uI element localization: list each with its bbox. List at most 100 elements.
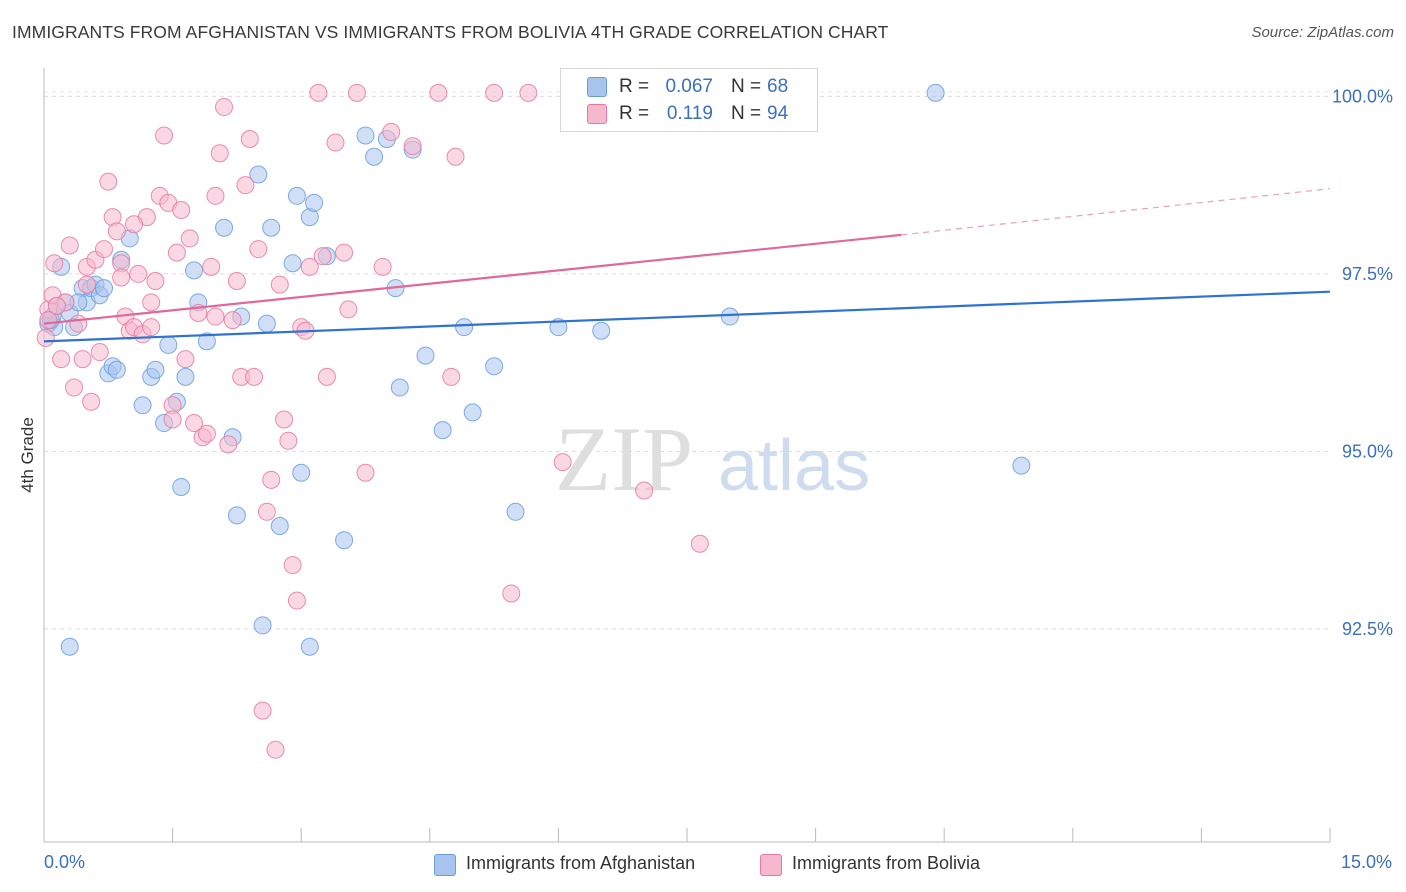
trend-lines bbox=[43, 188, 1331, 343]
data-point bbox=[270, 275, 289, 294]
trend-line bbox=[43, 290, 1331, 343]
x-tick-max: 15.0% bbox=[1340, 852, 1392, 872]
watermark: ZIP atlas bbox=[555, 408, 870, 510]
trend-line bbox=[43, 233, 902, 325]
data-point bbox=[283, 556, 302, 575]
data-point bbox=[202, 257, 221, 276]
data-point bbox=[129, 264, 148, 283]
data-point bbox=[90, 343, 109, 362]
y-tick-labels: 92.5% 95.0% 97.5% 100.0% bbox=[1332, 86, 1393, 639]
data-point bbox=[592, 321, 611, 340]
trend-line-extension bbox=[901, 188, 1331, 236]
data-point bbox=[300, 257, 319, 276]
data-point bbox=[146, 272, 165, 291]
data-point bbox=[197, 424, 216, 443]
data-point bbox=[125, 215, 144, 234]
n-label: N = bbox=[731, 76, 762, 97]
data-point bbox=[442, 367, 461, 386]
data-point bbox=[373, 257, 392, 276]
bolivia-swatch bbox=[760, 854, 782, 876]
data-point bbox=[163, 410, 182, 429]
data-point bbox=[142, 293, 161, 312]
data-point bbox=[47, 296, 66, 315]
data-point bbox=[446, 147, 465, 166]
data-point bbox=[339, 300, 358, 319]
data-point bbox=[403, 137, 422, 156]
y-tick-label: 95.0% bbox=[1342, 441, 1393, 461]
data-point bbox=[365, 147, 384, 166]
bolivia-swatch bbox=[587, 104, 607, 124]
r-value: 0.067 bbox=[665, 76, 713, 97]
data-point bbox=[185, 414, 204, 433]
data-point bbox=[180, 229, 199, 248]
data-point bbox=[219, 435, 238, 454]
watermark-atlas: atlas bbox=[718, 426, 870, 506]
y-tick-label: 100.0% bbox=[1332, 86, 1393, 106]
data-point bbox=[313, 247, 332, 266]
data-point bbox=[253, 701, 272, 720]
afghanistan-swatch bbox=[587, 77, 607, 97]
series-bolivia bbox=[36, 83, 804, 759]
series-legend: Immigrants from Afghanistan Immigrants f… bbox=[0, 852, 1406, 878]
data-point bbox=[73, 350, 92, 369]
data-point bbox=[227, 272, 246, 291]
series-afghanistan bbox=[39, 83, 1031, 656]
n-value: 94 bbox=[767, 103, 789, 124]
data-point bbox=[553, 453, 572, 472]
data-point bbox=[356, 463, 375, 482]
data-point bbox=[159, 335, 178, 354]
n-value: 68 bbox=[767, 76, 789, 97]
data-point bbox=[262, 218, 281, 237]
data-point bbox=[262, 470, 281, 489]
data-point bbox=[249, 240, 268, 259]
data-point bbox=[347, 83, 366, 102]
data-point bbox=[107, 360, 126, 379]
axes bbox=[43, 68, 1331, 843]
n-label: N = bbox=[731, 103, 762, 124]
data-point bbox=[206, 307, 225, 326]
source-credit: Source: ZipAtlas.com bbox=[1251, 24, 1394, 41]
data-point bbox=[36, 328, 55, 347]
data-point bbox=[690, 534, 709, 553]
data-point bbox=[95, 240, 114, 259]
data-point bbox=[635, 481, 654, 500]
data-point bbox=[266, 740, 285, 759]
data-point bbox=[133, 396, 152, 415]
data-point bbox=[197, 332, 216, 351]
data-point bbox=[270, 517, 289, 536]
data-point bbox=[176, 367, 195, 386]
data-point bbox=[172, 201, 191, 220]
data-point bbox=[720, 307, 739, 326]
y-tick-label: 92.5% bbox=[1342, 619, 1393, 639]
data-point bbox=[390, 378, 409, 397]
data-point bbox=[167, 243, 186, 262]
data-point bbox=[485, 357, 504, 376]
stats-row-afghanistan: R = 0.067 N = 68 bbox=[561, 74, 817, 100]
data-point bbox=[39, 311, 58, 330]
data-point bbox=[335, 531, 354, 550]
data-point bbox=[416, 346, 435, 365]
data-point bbox=[60, 637, 79, 656]
data-point bbox=[287, 186, 306, 205]
data-point bbox=[485, 83, 504, 102]
data-point bbox=[236, 176, 255, 195]
data-point bbox=[502, 584, 521, 603]
gridlines bbox=[44, 91, 1330, 630]
data-point bbox=[223, 311, 242, 330]
data-point bbox=[519, 83, 538, 102]
data-point bbox=[65, 378, 84, 397]
data-point bbox=[210, 144, 229, 163]
stats-legend: R = 0.067 N = 68 R = 0.119 N = 94 bbox=[560, 68, 818, 132]
data-point bbox=[60, 236, 79, 255]
data-point bbox=[77, 275, 96, 294]
legend-label: Immigrants from Bolivia bbox=[792, 853, 981, 873]
r-label: R = bbox=[619, 76, 650, 97]
data-point bbox=[326, 133, 345, 152]
data-point bbox=[215, 98, 234, 117]
data-point bbox=[253, 616, 272, 635]
data-point bbox=[300, 637, 319, 656]
data-point bbox=[155, 126, 174, 145]
data-point bbox=[146, 360, 165, 379]
data-point bbox=[107, 222, 126, 241]
data-point bbox=[227, 506, 246, 525]
